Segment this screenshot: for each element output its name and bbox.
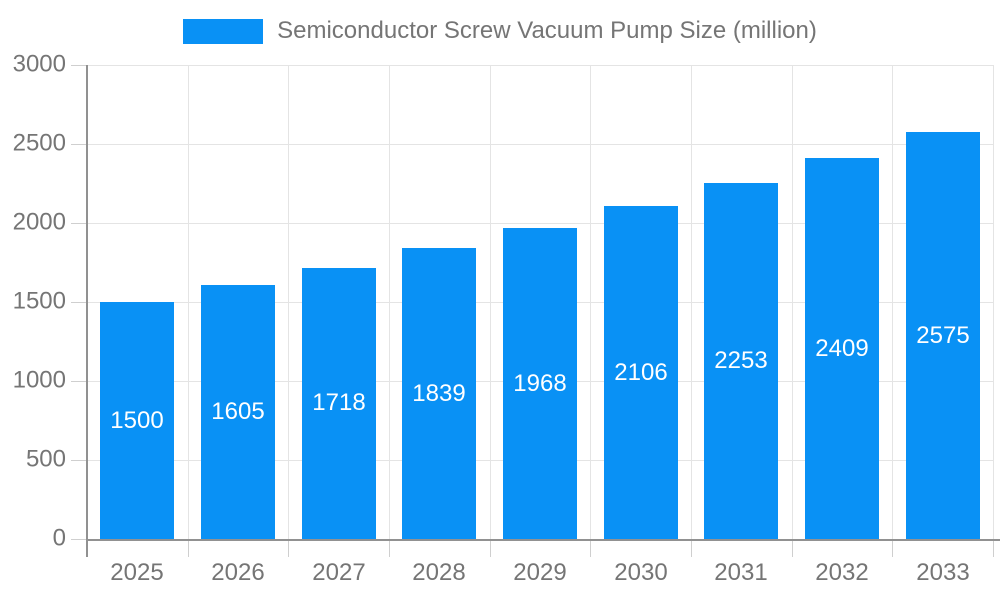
bar-value-label: 1500 — [110, 407, 164, 434]
y-tick-label: 1000 — [12, 366, 66, 394]
x-axis-tick — [691, 541, 692, 557]
x-axis-tick — [288, 541, 289, 557]
y-axis-tick — [71, 539, 87, 540]
x-tick-label: 2025 — [110, 559, 164, 586]
legend-swatch — [183, 18, 264, 44]
bar-value-label: 2106 — [614, 359, 668, 386]
bar-value-label: 1718 — [312, 389, 366, 416]
x-tick-label: 2029 — [513, 559, 567, 586]
x-axis-tick — [892, 541, 893, 557]
x-axis-tick — [389, 541, 390, 557]
bar-value-label: 2253 — [714, 347, 768, 374]
bar — [906, 132, 980, 539]
x-axis-line — [86, 539, 1000, 541]
bar-value-label: 2575 — [916, 322, 970, 349]
v-gridline — [892, 65, 893, 539]
y-tick-label: 500 — [25, 445, 66, 473]
v-gridline — [792, 65, 793, 539]
y-axis-tick — [71, 65, 87, 66]
y-axis-tick — [71, 223, 87, 224]
x-axis-tick — [188, 541, 189, 557]
y-axis-line — [86, 65, 88, 557]
chart-legend: Semiconductor Screw Vacuum Pump Size (mi… — [0, 16, 1000, 46]
bar — [302, 268, 376, 539]
chart-title: Semiconductor Screw Vacuum Pump Size (mi… — [277, 17, 817, 44]
v-gridline — [691, 65, 692, 539]
bar — [503, 228, 577, 539]
v-gridline — [188, 65, 189, 539]
v-gridline — [490, 65, 491, 539]
v-gridline — [389, 65, 390, 539]
bar — [704, 183, 778, 539]
x-tick-label: 2033 — [916, 559, 970, 586]
x-tick-label: 2032 — [815, 559, 869, 586]
bar-value-label: 1605 — [211, 398, 265, 425]
h-gridline — [87, 144, 993, 145]
bar — [805, 158, 879, 539]
h-gridline — [87, 65, 993, 66]
y-axis-tick — [71, 460, 87, 461]
y-axis-tick — [71, 302, 87, 303]
y-axis-tick — [71, 381, 87, 382]
bar-value-label: 1839 — [412, 380, 466, 407]
x-axis-tick — [792, 541, 793, 557]
bar-value-label: 2409 — [815, 335, 869, 362]
x-tick-label: 2026 — [211, 559, 265, 586]
y-tick-label: 1500 — [12, 287, 66, 315]
x-tick-label: 2028 — [412, 559, 466, 586]
x-tick-label: 2031 — [714, 559, 768, 586]
x-axis-tick — [490, 541, 491, 557]
x-tick-label: 2027 — [312, 559, 366, 586]
v-gridline — [288, 65, 289, 539]
y-tick-label: 2500 — [12, 129, 66, 157]
x-axis-tick — [590, 541, 591, 557]
y-tick-label: 3000 — [12, 50, 66, 78]
y-axis-tick — [71, 144, 87, 145]
y-tick-label: 2000 — [12, 208, 66, 236]
bar — [604, 206, 678, 539]
h-gridline — [87, 223, 993, 224]
bar — [201, 285, 275, 539]
bar — [100, 302, 174, 539]
bar-value-label: 1968 — [513, 370, 567, 397]
x-tick-label: 2030 — [614, 559, 668, 586]
y-tick-label: 0 — [52, 524, 66, 552]
v-gridline — [590, 65, 591, 539]
v-gridline — [993, 65, 994, 539]
x-axis-tick — [993, 541, 994, 557]
bar — [402, 248, 476, 539]
